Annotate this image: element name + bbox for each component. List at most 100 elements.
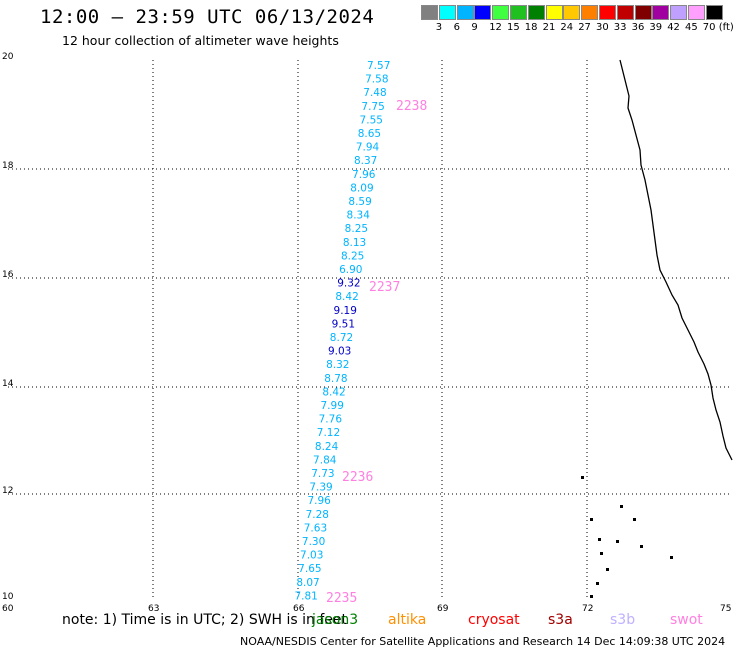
island [633,518,636,521]
colorbar-swatch [616,5,634,20]
chart-subtitle: 12 hour collection of altimeter wave hei… [62,33,339,48]
wave-height-value: 7.58 [365,74,388,86]
lon-tick-label: 66 [293,604,305,614]
map-grid [8,60,732,600]
axis-labels: 20 18 16 14 12 10 60 63 66 69 72 75 [2,52,731,614]
wave-height-value: 7.30 [302,536,325,548]
wave-height-value: 7.99 [321,400,344,412]
wave-height-value: 8.42 [322,386,345,398]
wave-height-value: 7.63 [304,522,327,534]
wave-height-value: 7.84 [313,454,337,466]
wave-height-value: 7.96 [352,169,376,181]
colorbar-swatch [545,5,563,20]
colorbar-swatch [492,5,510,20]
wave-height-value: 8.34 [347,210,371,222]
lon-tick-label: 60 [2,604,14,614]
colorbar-swatch [581,5,599,20]
colorbar-tick-label: 36 [631,22,645,33]
island [670,556,673,559]
colorbar-swatch [563,5,581,20]
wave-height-value: 8.78 [324,373,347,385]
colorbar-swatch [705,5,723,20]
colorbar-tick-label: 3 [435,22,443,33]
wave-height-value: 8.65 [358,128,381,140]
wave-height-value: 7.65 [298,563,321,575]
wave-height-value: 8.07 [296,577,319,589]
wave-height-value: 8.72 [330,332,353,344]
pass-time-labels: 2238 2237 2236 2235 [326,99,427,606]
satellite-legend-item: s3b [610,612,636,628]
wave-height-value: 7.94 [356,142,380,154]
satellite-legend-item: cryosat [468,612,520,628]
pass-time-label: 2236 [342,470,373,485]
altimeter-track: 7.577.587.487.757.558.657.948.377.968.09… [294,60,390,602]
pass-time-label: 2235 [326,591,357,606]
colorbar-tick-label: 6 [453,22,460,33]
colorbar-tick-label: 15 [507,22,520,33]
chart-title: 12:00 – 23:59 UTC 06/13/2024 [40,6,375,28]
colorbar-tick-label: 24 [560,22,574,33]
island [596,582,599,585]
wave-height-value: 7.73 [311,468,334,480]
colorbar-tick-label: 9 [471,22,478,33]
lat-tick-label: 10 [2,592,14,602]
wave-height-value: 7.12 [317,427,340,439]
lat-tick-label: 16 [2,270,14,280]
wave-height-value: 8.59 [348,196,371,208]
lon-tick-label: 69 [437,604,449,614]
colorbar-tick-label: 12 [489,22,502,33]
satellite-legend-item: swot [670,612,703,628]
island [590,518,593,521]
lat-tick-label: 20 [2,52,14,62]
island [616,540,619,543]
credit-footer: NOAA/NESDIS Center for Satellite Applica… [240,635,726,648]
wave-height-value: 8.32 [326,359,349,371]
wave-height-value: 7.28 [306,509,329,521]
pass-time-label: 2237 [369,280,400,295]
colorbar-swatch [456,5,474,20]
colorbar-tick-label: 42 [667,22,680,33]
satellite-legend-item: s3a [548,612,573,628]
colorbar-tick-label: 70 (ft) [702,22,734,33]
coastline-path [619,59,733,461]
wave-height-value: 8.13 [343,237,366,249]
wave-height-value: 8.09 [350,182,373,194]
wave-height-value: 7.81 [294,590,317,602]
wave-height-value: 7.48 [363,87,386,99]
lon-tick-label: 75 [720,604,731,614]
island [620,505,623,508]
wave-height-value: 7.39 [309,482,332,494]
wave-height-value: 8.25 [341,250,364,262]
wave-height-value: 7.96 [307,495,331,507]
colorbar-swatch [670,5,688,20]
colorbar-swatch [527,5,545,20]
wave-height-value: 9.19 [334,305,357,317]
wave-height-value: 8.37 [354,155,377,167]
colorbar-swatch [634,5,652,20]
coastline [581,59,733,598]
island [600,552,603,555]
colorbar-swatch [474,5,492,20]
colorbar-swatch [652,5,670,20]
island [606,568,609,571]
wave-height-value: 9.03 [328,346,351,358]
colorbar-tick-label: 45 [685,22,698,33]
colorbar-tick-label: 18 [524,22,538,33]
island [598,538,601,541]
island [640,545,643,548]
colorbar-tick-label: 33 [613,22,627,33]
pass-time-label: 2238 [396,99,427,114]
island [581,476,584,479]
wave-height-value: 9.51 [332,318,355,330]
wave-height-value: 8.42 [335,291,358,303]
lat-tick-label: 12 [2,486,13,496]
satellite-legend-item: jason3 [312,612,359,628]
colorbar-swatch [599,5,616,20]
colorbar-swatch [438,5,456,20]
wave-height-value: 9.32 [337,278,360,290]
lat-tick-label: 18 [2,161,14,171]
colorbar-swatch [510,5,527,20]
satellite-legend-item: altika [388,612,427,628]
wave-height-value: 7.75 [361,101,384,113]
